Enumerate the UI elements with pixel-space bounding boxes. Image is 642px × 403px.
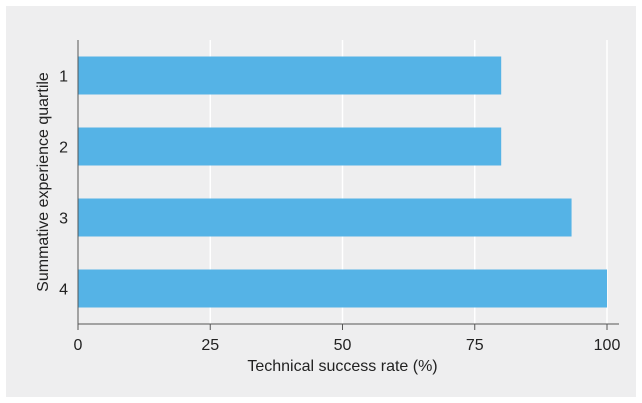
x-axis-title: Technical success rate (%) [247, 358, 437, 375]
x-tick-label: 50 [334, 337, 352, 354]
bar-chart: 0 25 50 75 100 1 2 3 4 Technical success rate (%… [35, 40, 620, 375]
x-tick-label: 100 [594, 337, 621, 354]
bar-quartile-4 [78, 269, 607, 308]
y-tick-label: 2 [59, 140, 68, 157]
x-tick-label: 75 [466, 337, 484, 354]
x-tick-label: 0 [74, 337, 83, 354]
bar-quartile-1 [78, 56, 502, 95]
y-tick-label: 4 [59, 282, 68, 299]
y-axis-title: Summative experience quartile [35, 72, 52, 292]
bar-quartile-3 [78, 198, 572, 237]
y-tick-label: 1 [59, 69, 68, 86]
y-tick-label: 3 [59, 211, 68, 228]
x-tick-label: 25 [201, 337, 219, 354]
tick-labels: 0 25 50 75 100 1 2 3 4 [59, 69, 620, 355]
bars [78, 56, 607, 308]
chart-panel: 0 25 50 75 100 1 2 3 4 Technical success rate (%… [6, 6, 636, 397]
axes [77, 40, 619, 330]
bar-quartile-2 [78, 127, 502, 166]
